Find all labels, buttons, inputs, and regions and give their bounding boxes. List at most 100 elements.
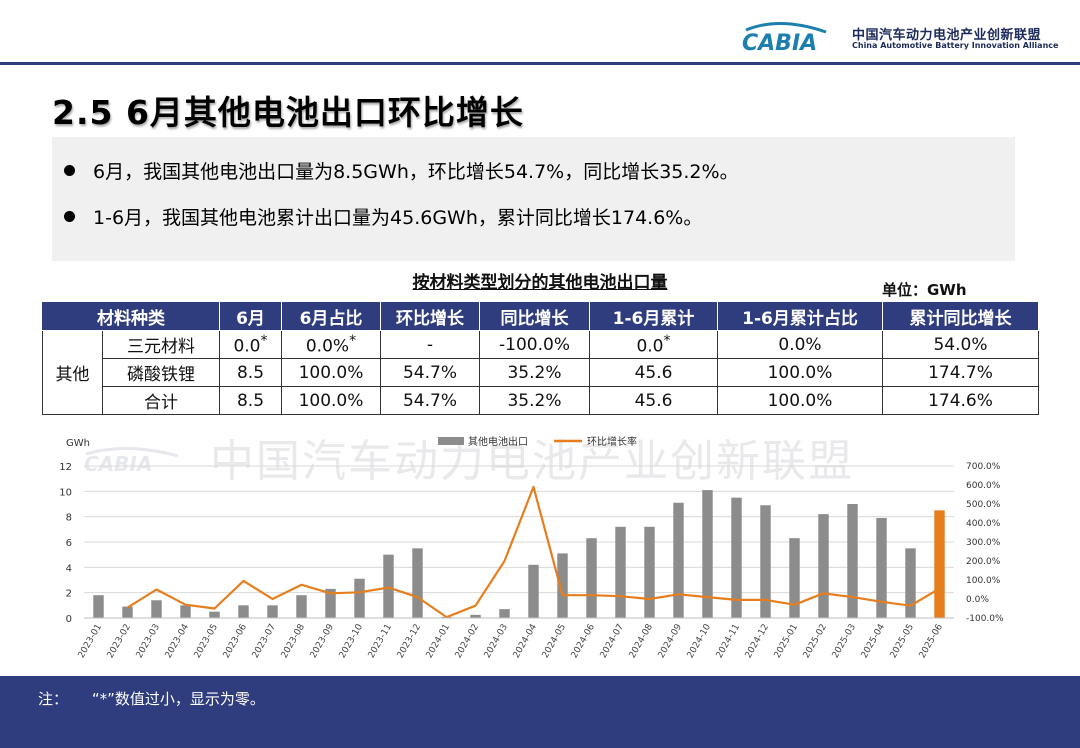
table-cell: -100.0% <box>479 330 590 359</box>
chart-gridlines <box>84 465 954 619</box>
bar <box>325 588 336 618</box>
bar <box>731 497 742 618</box>
summary-bullet: 6月，我国其他电池出口量为8.5GWh，环比增长54.7%，同比增长35.2%。 <box>64 157 739 184</box>
bar <box>470 614 481 618</box>
y-tick-label: 12 <box>59 462 72 473</box>
bar <box>267 605 278 618</box>
table-header: 6月占比 <box>281 301 381 331</box>
legend-label: 其他电池出口 <box>468 435 528 448</box>
x-tick-label: 2025-01 <box>773 623 800 661</box>
cabia-logo: CABIA <box>742 22 827 54</box>
table-header: 环比增长 <box>380 301 480 331</box>
bullet-dot-icon <box>64 165 75 176</box>
x-tick-label: 2024-12 <box>744 623 771 661</box>
table-cell: 8.5 <box>219 386 282 415</box>
chart-axes: 0 2 4 6 8 10 12 GWh -100.0% 0.0% 100.0% 200.0% 300.0… <box>59 438 1004 660</box>
x-tick-label: 2023-10 <box>338 622 366 660</box>
table-row: 磷酸铁锂 8.5 100.0% 54.7% 35.2% 45.6 100.0% … <box>43 358 1039 387</box>
y2-tick-label: 100.0% <box>966 576 1001 586</box>
bar <box>557 553 568 618</box>
x-tick-label: 2023-07 <box>251 623 278 661</box>
y-tick-label: 4 <box>66 563 72 574</box>
y-tick-label: 2 <box>66 589 72 600</box>
table-cell: 合计 <box>102 386 220 415</box>
x-tick-label: 2023-06 <box>222 622 250 660</box>
table-cell: 磷酸铁锂 <box>102 358 220 387</box>
bar <box>93 595 104 618</box>
bar <box>789 538 800 618</box>
x-tick-label: 2023-04 <box>164 622 192 660</box>
org-name-cn: 中国汽车动力电池产业创新联盟 <box>852 28 1042 43</box>
y2-tick-label: 200.0% <box>966 557 1001 567</box>
x-tick-label: 2025-04 <box>860 622 888 660</box>
table-title: 按材料类型划分的其他电池出口量 <box>412 273 668 293</box>
table-cell: 100.0% <box>717 358 883 387</box>
chart-line <box>126 485 941 619</box>
y2-tick-label: 0.0% <box>966 595 989 605</box>
watermark-logo: CABIA <box>84 447 179 474</box>
table-cell: 三元材料 <box>102 330 220 359</box>
y2-tick-label: -100.0% <box>966 614 1004 624</box>
table-cell: 54.7% <box>380 358 480 387</box>
bullet-dot-icon <box>64 211 75 222</box>
table-header: 同比增长 <box>479 301 590 331</box>
table-cell: - <box>380 330 480 359</box>
summary-bullet: 1-6月，我国其他电池累计出口量为45.6GWh，累计同比增长174.6%。 <box>64 203 702 230</box>
bar <box>238 605 249 618</box>
x-tick-label: 2023-08 <box>280 622 308 660</box>
table-cell: 8.5 <box>219 358 282 387</box>
legend-label: 环比增长率 <box>587 435 637 448</box>
y-tick-label: 0 <box>66 614 72 625</box>
bar <box>383 554 394 618</box>
bar <box>499 609 510 618</box>
table-header: 累计同比增长 <box>882 301 1039 331</box>
table-group-cell: 其他 <box>42 330 103 415</box>
y-tick-label: 6 <box>66 538 72 549</box>
bar <box>760 505 771 618</box>
x-tick-label: 2024-08 <box>628 622 656 660</box>
x-tick-label: 2024-09 <box>657 622 685 660</box>
footer-bar <box>0 676 1080 748</box>
y-tick-label: 10 <box>59 487 72 498</box>
x-tick-label: 2024-04 <box>512 622 540 660</box>
y2-tick-label: 300.0% <box>966 538 1001 548</box>
x-tick-label: 2024-05 <box>541 623 568 661</box>
table-header-row: 材料种类 6月 6月占比 环比增长 同比增长 1-6月累计 1-6月累计占比 累… <box>42 301 1039 331</box>
bar <box>847 504 858 618</box>
x-tick-label: 2023-01 <box>77 623 104 661</box>
table-header: 1-6月累计 <box>589 301 718 331</box>
note-label: 注： <box>38 690 69 708</box>
chart-bars <box>93 490 945 618</box>
header-bar: CABIA 中国汽车动力电池产业创新联盟 China Automotive Ba… <box>0 0 1080 62</box>
table-cell: 54.7% <box>380 386 480 415</box>
x-tick-label: 2024-02 <box>454 623 481 661</box>
bullet-text: 6月，我国其他电池出口量为8.5GWh，环比增长54.7%，同比增长35.2%。 <box>93 161 739 183</box>
x-tick-label: 2024-11 <box>715 623 742 661</box>
x-tick-label: 2025-02 <box>802 623 829 661</box>
bar <box>151 600 162 618</box>
watermark-text: 中国汽车动力电池产业创新联盟 <box>210 436 854 487</box>
table-cell: 100.0% <box>281 386 381 415</box>
y-tick-label: 8 <box>66 513 72 524</box>
x-tick-label: 2023-03 <box>135 623 162 661</box>
table-cell: 174.7% <box>882 358 1039 387</box>
bar <box>209 611 220 618</box>
x-tick-label: 2024-10 <box>686 622 714 660</box>
logo-text: CABIA <box>742 31 817 54</box>
table-cell: 0.0* <box>589 330 718 359</box>
footnote-marker: * <box>260 332 268 349</box>
bar <box>412 548 423 618</box>
x-tick-label: 2024-07 <box>599 623 626 661</box>
table-row: 其他 三元材料 0.0* 0.0%* - -100.0% 0.0* 0.0% 5… <box>42 330 1039 415</box>
x-tick-label: 2025-03 <box>831 623 858 661</box>
table-header: 材料种类 <box>42 301 220 331</box>
x-tick-label: 2023-09 <box>309 622 337 660</box>
y2-tick-label: 500.0% <box>966 500 1001 510</box>
table-cell: 35.2% <box>479 358 590 387</box>
x-tick-label: 2024-06 <box>570 622 598 660</box>
bar <box>644 526 655 618</box>
footer-note: 注： “*”数值过小，显示为零。 <box>38 688 265 709</box>
bar <box>586 538 597 618</box>
org-name-en: China Automotive Battery Innovation Alli… <box>852 41 1059 50</box>
y2-tick-label: 400.0% <box>966 519 1001 529</box>
